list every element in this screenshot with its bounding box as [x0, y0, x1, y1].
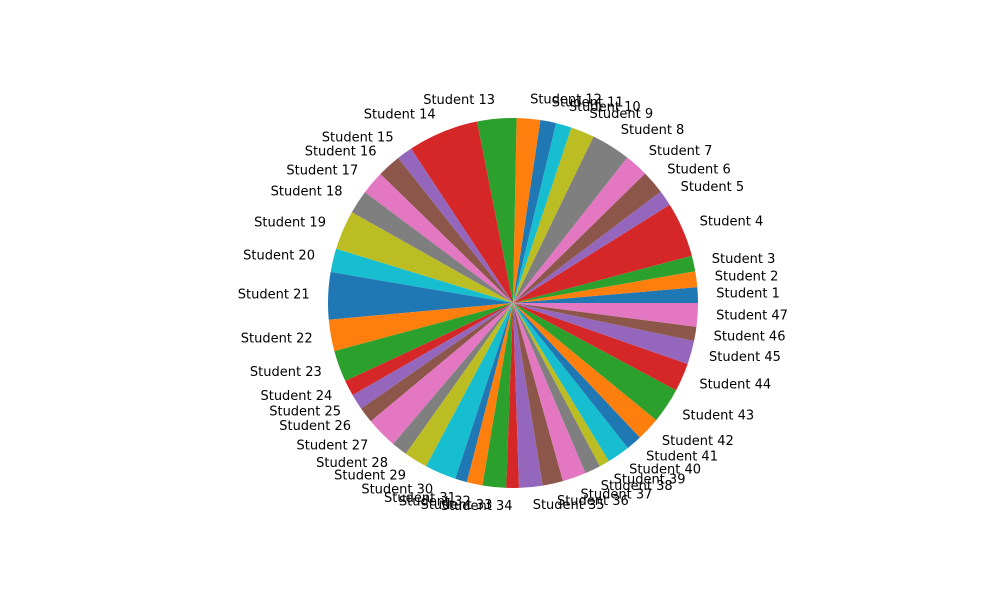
pie-slice — [513, 271, 698, 303]
slice-label: Student 40 — [629, 463, 701, 478]
slice-label: Student 3 — [712, 252, 776, 267]
pie-slice — [482, 303, 513, 488]
slice-label: Student 47 — [716, 309, 788, 324]
pie-slice — [513, 287, 698, 303]
slice-label: Student 28 — [316, 456, 388, 471]
pie-slice — [364, 174, 513, 303]
pie-slice — [352, 303, 513, 409]
slice-label: Student 10 — [569, 100, 641, 115]
pie-slice — [370, 303, 513, 444]
pie-slice — [398, 148, 513, 303]
pie-slice — [476, 117, 517, 303]
slice-label: Student 31 — [384, 491, 456, 506]
pie-slice — [513, 303, 609, 467]
slice-label: Student 26 — [279, 419, 351, 434]
slice-label: Student 43 — [682, 408, 754, 423]
slice-label: Student 9 — [590, 107, 654, 122]
slice-label: Student 18 — [271, 184, 343, 199]
pie-slice — [513, 136, 628, 303]
slice-label: Student 32 — [399, 495, 471, 510]
pie-slice — [328, 272, 513, 320]
slice-label: Student 21 — [238, 288, 310, 303]
slice-label: Student 42 — [662, 434, 734, 449]
pie-slice — [336, 212, 513, 303]
slice-label: Student 2 — [715, 269, 779, 284]
slice-label: Student 29 — [334, 469, 406, 484]
slice-label: Student 23 — [250, 365, 322, 380]
slice-label: Student 20 — [243, 249, 315, 264]
pie-slice — [345, 303, 513, 396]
pie-slice — [361, 303, 513, 422]
pie-slice — [513, 303, 697, 341]
pie-slice — [330, 248, 513, 303]
pie-slice — [513, 303, 543, 488]
slice-label: Student 33 — [421, 498, 493, 513]
slice-label: Student 27 — [296, 439, 368, 454]
pie-slice — [513, 303, 628, 462]
pie-slice — [513, 303, 699, 327]
pie-slice — [513, 173, 661, 303]
slice-label: Student 22 — [241, 331, 313, 346]
slice-label: Student 39 — [614, 472, 686, 487]
slice-label: Student 16 — [305, 145, 377, 160]
slice-label: Student 44 — [699, 377, 771, 392]
slice-label: Student 13 — [423, 93, 495, 108]
pie-slice — [513, 157, 646, 303]
pie-slice — [513, 303, 695, 365]
pie-slice — [513, 303, 677, 421]
slice-label: Student 17 — [286, 163, 358, 178]
pie-slice — [513, 303, 586, 482]
slice-label: Student 1 — [716, 287, 780, 302]
slice-label: Student 15 — [322, 131, 394, 146]
pie-slice — [334, 303, 513, 381]
slice-label: Student 34 — [441, 499, 513, 514]
pie-slice — [426, 303, 513, 479]
slice-label: Student 38 — [601, 479, 673, 494]
slice-label: Student 11 — [552, 96, 624, 111]
pie-slice — [380, 158, 513, 303]
pie-slice — [513, 123, 572, 303]
slice-label: Student 35 — [533, 498, 605, 513]
slice-label: Student 8 — [621, 123, 685, 138]
slice-label: Student 6 — [667, 163, 731, 178]
pie-slice — [411, 121, 513, 303]
slice-label: Student 30 — [361, 483, 433, 498]
pie-slice — [513, 303, 688, 391]
pie-slice — [513, 204, 692, 303]
slice-label: Student 25 — [269, 404, 341, 419]
pie-slice — [513, 127, 594, 303]
slice-label: Student 4 — [700, 215, 764, 230]
slice-label: Student 37 — [581, 487, 653, 502]
slice-label: Student 36 — [557, 494, 629, 509]
pie-slice — [513, 303, 600, 474]
pie-slice — [455, 303, 513, 483]
pie-slice — [351, 192, 513, 303]
pie-slice — [513, 191, 670, 303]
slice-label: Student 12 — [530, 93, 602, 108]
pie-slice — [466, 303, 513, 486]
pie-slices — [328, 117, 699, 489]
slice-label: Student 14 — [364, 107, 436, 122]
pie-slice — [513, 303, 657, 438]
pie-slice — [513, 303, 640, 448]
slice-label: Student 41 — [646, 449, 718, 464]
pie-slice — [393, 303, 513, 454]
pie-slice — [513, 120, 557, 303]
slice-label: Student 7 — [649, 144, 713, 159]
pie-slice — [405, 303, 513, 467]
pie-slice — [328, 303, 513, 352]
pie-slice — [506, 303, 519, 489]
slice-label: Student 5 — [681, 180, 745, 195]
slice-label: Student 46 — [714, 330, 786, 345]
slice-label: Student 24 — [260, 389, 332, 404]
slice-label: Student 19 — [254, 215, 326, 230]
slice-label: Student 45 — [709, 350, 781, 365]
pie-slice — [513, 118, 541, 303]
pie-labels: Student 1 Student 2 Student 3 Student 4 Stud… — [238, 93, 788, 514]
pie-slice — [513, 303, 563, 486]
pie-slice — [513, 255, 696, 303]
